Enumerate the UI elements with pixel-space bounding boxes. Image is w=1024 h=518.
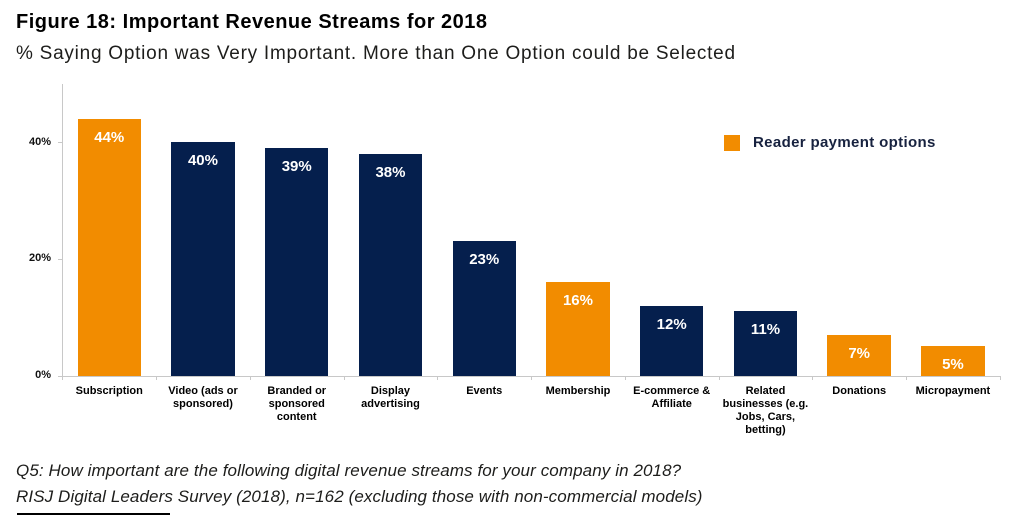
bar-value-label: 23%	[469, 251, 500, 269]
category-label: Related businesses (e.g. Jobs, Cars, bettin…	[722, 385, 809, 436]
y-axis-tick	[58, 142, 63, 144]
bar-value-label: 12%	[656, 315, 687, 333]
bar-related-businesses-e-g-jobs-cars-betting: 11%	[733, 311, 798, 376]
x-axis-tick	[156, 375, 158, 380]
x-axis-tick	[437, 375, 439, 380]
x-axis-tick	[999, 375, 1001, 380]
x-axis-tick	[343, 375, 345, 380]
legend-label: Reader payment options	[753, 134, 936, 151]
category-label: Branded or sponsored content	[267, 385, 327, 423]
x-axis-tick	[531, 375, 533, 380]
y-tick-label: 0%	[35, 369, 51, 382]
figure-subtitle: % Saying Option was Very Important. More…	[16, 43, 736, 64]
bar-value-label: 5%	[942, 356, 964, 374]
y-axis-tick	[58, 375, 63, 377]
x-axis-line	[58, 375, 1000, 377]
category-label: Micropayment	[915, 385, 991, 397]
bar-value-label: 39%	[281, 158, 312, 176]
x-axis-tick	[624, 375, 626, 380]
bar-value-label: 40%	[187, 152, 218, 170]
x-axis-tick	[249, 375, 251, 380]
bar-subscription: 44%	[77, 118, 141, 376]
bar-donations: 7%	[827, 334, 891, 376]
bottom-rule	[17, 513, 170, 515]
y-axis-line	[62, 84, 64, 380]
bar-branded-or-sponsored-content: 39%	[265, 148, 329, 376]
category-label: Events	[466, 385, 503, 397]
footnote-source: RISJ Digital Leaders Survey (2018), n=16…	[16, 487, 703, 506]
y-tick-label: 20%	[28, 252, 51, 265]
footnote-question: Q5: How important are the following digi…	[16, 461, 682, 480]
y-axis-tick	[58, 258, 63, 260]
bar-value-label: 16%	[562, 292, 593, 310]
bar-value-label: 38%	[375, 163, 406, 181]
bar-value-label: 11%	[750, 321, 781, 339]
bar-display-advertising: 38%	[358, 153, 423, 376]
category-label: Subscription	[75, 385, 143, 397]
category-label: Donations	[832, 385, 887, 397]
bar-events: 23%	[452, 241, 516, 376]
bar-value-label: 44%	[94, 128, 125, 146]
category-label: Video (ads or sponsored)	[168, 385, 238, 410]
x-axis-tick	[906, 375, 908, 380]
x-axis-tick	[812, 375, 814, 380]
bar-video-ads-or-sponsored: 40%	[171, 142, 235, 376]
bar-value-label: 7%	[848, 344, 871, 362]
y-tick-label: 40%	[28, 135, 51, 148]
bar-e-commerce-affiliate: 12%	[640, 305, 704, 376]
category-label: E-commerce & Affiliate	[633, 385, 711, 410]
bar-micropayment: 5%	[921, 346, 985, 376]
figure-title: Figure 18: Important Revenue Streams for…	[16, 11, 488, 33]
legend: Reader payment options	[724, 135, 936, 151]
footnotes: Q5: How important are the following digi…	[16, 458, 703, 510]
legend-swatch-reader-payment	[724, 135, 740, 151]
bar-membership: 16%	[546, 282, 610, 376]
category-label: Display advertising	[361, 385, 420, 410]
x-axis-tick	[718, 375, 720, 380]
category-label: Membership	[545, 385, 611, 397]
